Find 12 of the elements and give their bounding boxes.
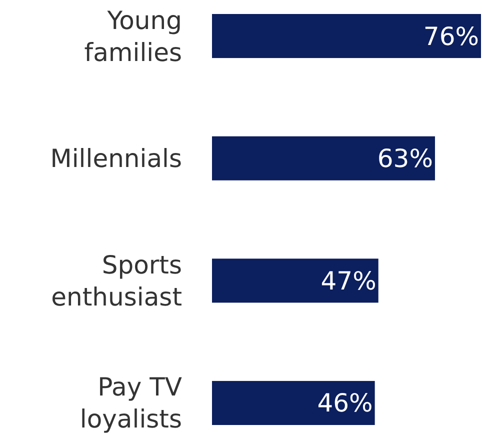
data-label: 63% [377, 144, 433, 174]
bar [212, 258, 378, 303]
bar [212, 14, 481, 58]
data-label: 46% [317, 388, 373, 418]
bar [212, 380, 375, 425]
data-label: 47% [320, 266, 376, 296]
bar [212, 136, 435, 180]
y-tick-label: Pay TV loyalists [80, 372, 182, 434]
y-tick-label: Millennials [50, 144, 182, 174]
y-tick-label: Young families [84, 6, 182, 67]
data-label: 76% [423, 22, 479, 51]
y-tick-label: Sports enthusiast [51, 250, 182, 312]
